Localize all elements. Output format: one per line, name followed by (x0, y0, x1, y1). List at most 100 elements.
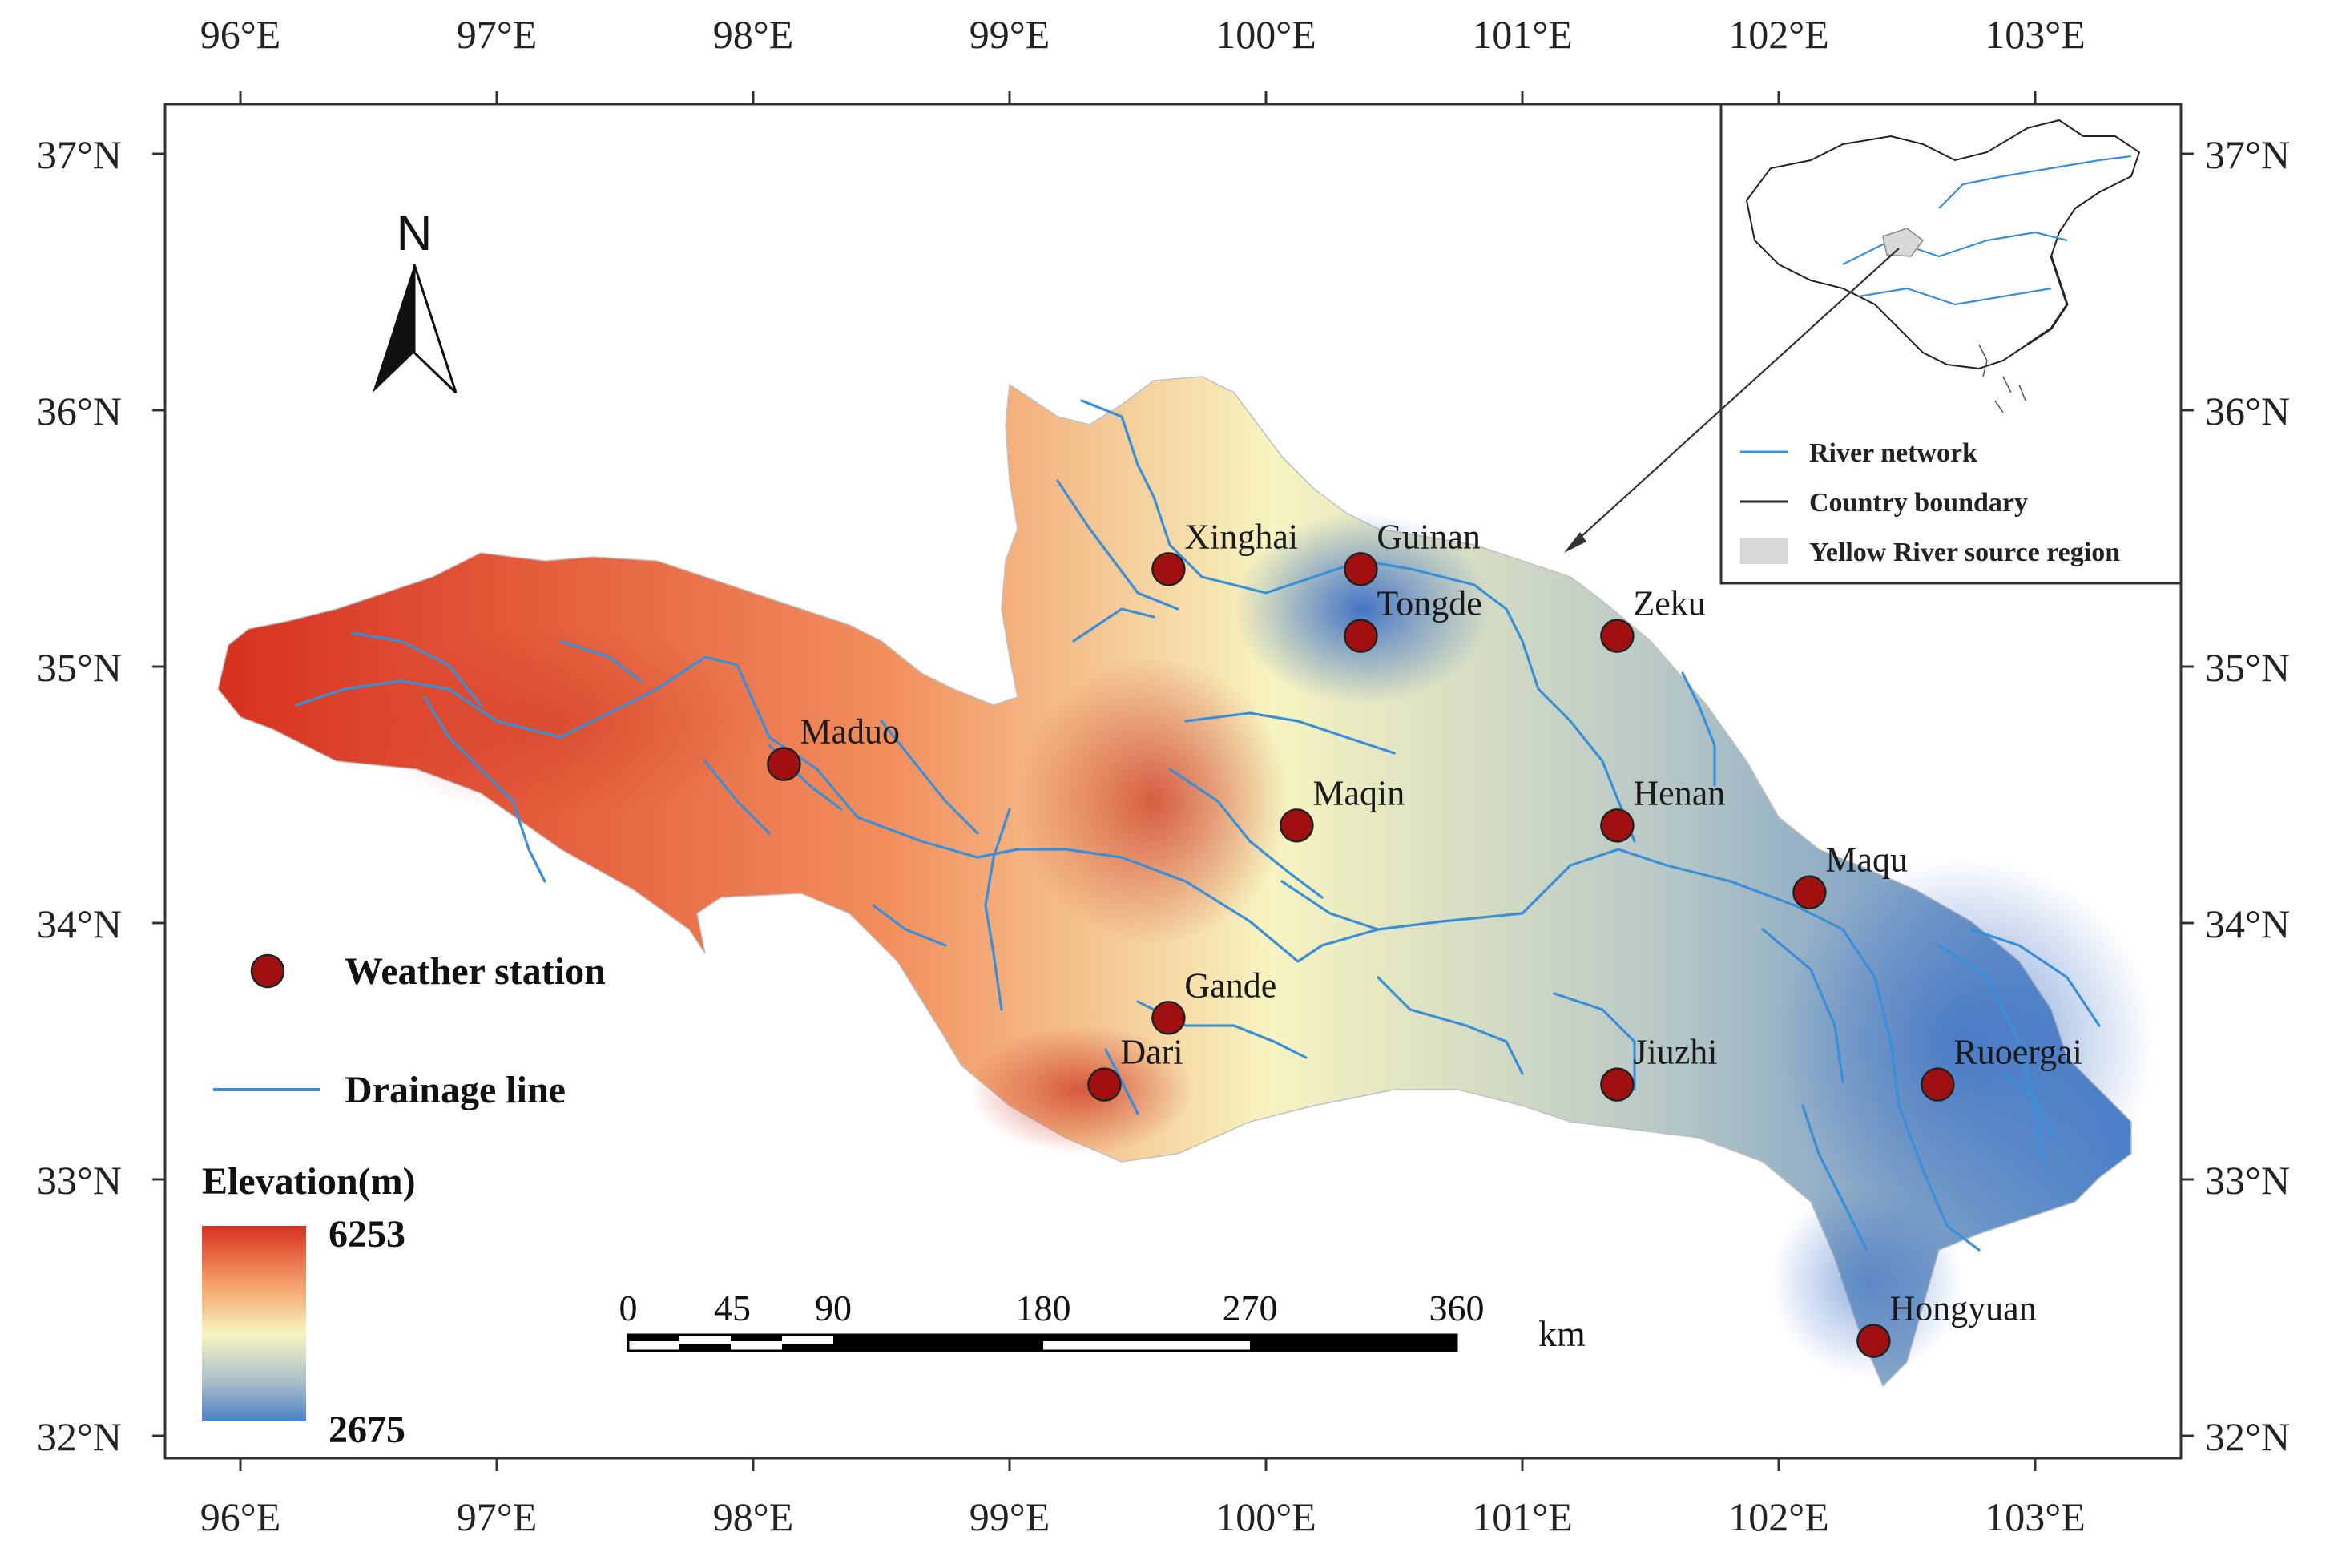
drainage-line (1056, 479, 1179, 611)
inset-frame (1719, 103, 2183, 585)
drainage-line (351, 631, 482, 707)
station-legend-symbol (250, 953, 285, 989)
elevation-color-ramp (202, 1226, 306, 1421)
elevation-max-label: 6253 (329, 1213, 405, 1256)
drainage-line (2001, 1072, 2053, 1139)
drainage-line (295, 655, 1981, 1252)
station-marker (1921, 1067, 1955, 1102)
station-label: Hongyuan (1889, 1289, 2036, 1328)
inset-source-region (1882, 228, 1925, 257)
drainage-line (872, 904, 947, 947)
scale-bar-segment (1043, 1335, 1250, 1341)
drainage-line (1681, 671, 1716, 787)
north-arrow: N (373, 206, 458, 394)
drainage-line (559, 639, 643, 683)
lat-label-left: 36°N (37, 389, 122, 433)
lon-label-top: 103°E (1985, 12, 2086, 57)
station-dari: Dari (1087, 1033, 1183, 1102)
scale-bar-segment (1250, 1335, 1457, 1351)
lat-label-left: 37°N (37, 132, 122, 177)
station-marker (767, 747, 801, 781)
station-marker (1856, 1324, 1891, 1358)
drainage-line (1168, 768, 1324, 899)
island (1978, 344, 1988, 377)
station-marker (1600, 808, 1635, 843)
lon-label-top: 99°E (969, 12, 1050, 57)
scale-bar-segment (782, 1344, 833, 1351)
drainage-legend-label: Drainage line (345, 1069, 566, 1111)
drainage-line (1280, 880, 1380, 931)
station-label: Guinan (1377, 517, 1481, 556)
lon-label-bottom: 98°E (713, 1494, 794, 1539)
drainage-line (423, 695, 546, 883)
lat-label-left: 35°N (37, 645, 122, 690)
station-label: Jiuzhi (1633, 1033, 1717, 1072)
station-label: Zeku (1633, 584, 1705, 623)
lon-label-bottom: 100°E (1215, 1494, 1316, 1539)
inset-legend-river-label: River network (1809, 438, 1977, 468)
yellow-river-source-region (217, 376, 2155, 1388)
lon-label-bottom: 99°E (969, 1494, 1050, 1539)
high-elevation-zone-amne (1018, 657, 1290, 945)
high-elevation-zone-dari (969, 1026, 1194, 1154)
station-label: Tongde (1377, 584, 1481, 623)
lon-label-top: 98°E (713, 12, 794, 57)
station-hongyuan: Hongyuan (1856, 1289, 2037, 1358)
drainage-line (1937, 944, 2045, 1163)
scale-unit: km (1538, 1313, 1586, 1354)
lon-label-bottom: 101°E (1472, 1494, 1573, 1539)
drainage-line (1761, 928, 1844, 1083)
lat-label-left: 34°N (37, 901, 122, 946)
inset-coast (2026, 256, 2069, 346)
drainage-line (1072, 607, 1155, 643)
station-marker (1344, 619, 1378, 653)
map-frame (163, 103, 2183, 1460)
island (2018, 384, 2026, 401)
drainage-line (984, 808, 1011, 1011)
station-guinan: Guinan (1344, 517, 1481, 586)
station-xinghai: Xinghai (1151, 517, 1298, 586)
station-marker (1087, 1067, 1122, 1102)
station-marker (1600, 619, 1635, 653)
lon-label-top: 100°E (1215, 12, 1316, 57)
graticule-ticks (152, 91, 2194, 1471)
station-tongde: Tongde (1344, 584, 1482, 653)
station-maqu: Maqu (1792, 840, 1908, 909)
scale-bar: 0 45 90 180 270 360 km (619, 1288, 1586, 1354)
drainage-line (880, 720, 979, 835)
lon-label-top: 97°E (457, 12, 538, 57)
lon-label-top: 102°E (1728, 12, 1829, 57)
inset-islands (1978, 344, 2026, 413)
station-marker (1600, 1067, 1635, 1102)
low-elevation-zone-east (1771, 857, 2155, 1226)
scale-tick-180: 180 (1016, 1288, 1071, 1328)
station-marker (1280, 808, 1314, 843)
lat-label-right: 35°N (2205, 645, 2290, 690)
station-zeku: Zeku (1600, 584, 1706, 653)
high-elevation-zone-west (353, 625, 769, 817)
drainage-line (703, 760, 771, 835)
lat-label-right: 36°N (2205, 389, 2290, 433)
drainage-line (1184, 711, 1396, 755)
scale-tick-0: 0 (619, 1288, 638, 1328)
north-arrow-left-half (373, 264, 414, 393)
station-henan: Henan (1600, 773, 1725, 843)
scale-bar-segment (628, 1335, 679, 1341)
lon-label-bottom: 103°E (1985, 1494, 2086, 1539)
island (2002, 376, 2012, 393)
lat-label-right: 34°N (2205, 901, 2290, 946)
station-marker (1151, 552, 1186, 586)
lon-label-bottom: 96°E (200, 1494, 281, 1539)
drainage-network (295, 399, 2101, 1252)
station-jiuzhi: Jiuzhi (1600, 1033, 1718, 1102)
lat-label-right: 33°N (2205, 1158, 2290, 1203)
lat-label-right: 32°N (2205, 1414, 2290, 1459)
weather-stations: Xinghai Guinan Tongde Zeku Maduo Maqin Henan Ma… (767, 517, 2082, 1358)
station-maqin: Maqin (1280, 773, 1405, 843)
lat-label-left: 33°N (37, 1158, 122, 1203)
station-label: Maqin (1312, 773, 1405, 812)
low-elevation-zone-south (1771, 1186, 1963, 1378)
map-legend: Weather station Drainage line Elevation(… (202, 950, 606, 1451)
scale-tick-360: 360 (1429, 1288, 1485, 1328)
